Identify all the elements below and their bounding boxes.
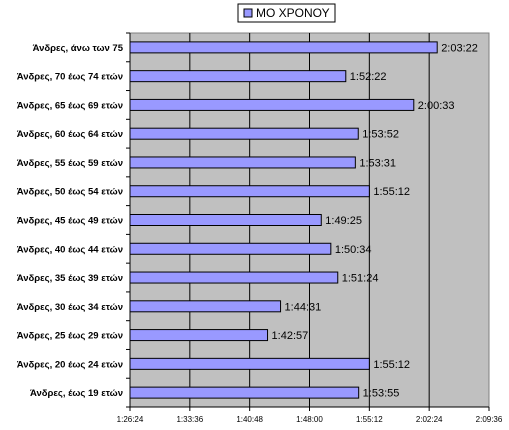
category-label: Άνδρες, έως 19 ετών <box>30 388 123 399</box>
bar <box>129 41 438 54</box>
legend-entry: ΜΟ ΧΡΟΝΟΥ <box>256 6 330 20</box>
bar <box>129 271 339 284</box>
x-axis: 1:26:24 1:33:36 1:40:48 1:48:00 1:55:12 2:02:… <box>117 32 503 424</box>
value-label: 1:55:12 <box>373 186 410 198</box>
bar <box>129 98 415 111</box>
bar <box>129 300 282 313</box>
category-label: Άνδρες, 30 έως 34 ετών <box>17 302 123 313</box>
value-label: 2:03:22 <box>441 42 478 54</box>
x-tick-label: 1:55:12 <box>356 415 383 424</box>
category-label: Άνδρες, 25 έως 29 ετών <box>17 331 123 342</box>
x-tick-label: 1:33:36 <box>176 415 203 424</box>
value-label: 1:50:34 <box>335 244 372 256</box>
category-label: Άνδρες, 60 έως 64 ετών <box>17 129 123 140</box>
category-label: Άνδρες, 45 έως 49 ετών <box>17 216 123 227</box>
bar <box>129 329 269 342</box>
x-tick-label: 2:09:36 <box>476 415 503 424</box>
category-label: Άνδρες, 55 έως 59 ετών <box>17 158 123 169</box>
bar <box>129 214 322 226</box>
category-labels: Άνδρες, άνω των 75 Άνδρες, 70 έως 74 ετών… <box>17 43 124 399</box>
value-label: 1:52:22 <box>350 71 387 83</box>
legend-swatch <box>243 8 253 18</box>
category-label: Άνδρες, 35 έως 39 ετών <box>17 273 123 284</box>
value-label: 1:53:55 <box>363 388 400 400</box>
bar <box>129 357 370 370</box>
bar <box>129 156 356 169</box>
bar <box>129 242 332 255</box>
category-label: Άνδρες, 50 έως 54 ετών <box>17 187 123 198</box>
x-tick-label: 1:26:24 <box>117 415 144 424</box>
x-tick-label: 1:48:00 <box>296 415 323 424</box>
value-label: 1:51:24 <box>342 273 379 285</box>
category-label: Άνδρες, 40 έως 44 ετών <box>17 244 123 255</box>
category-label: Άνδρες, 20 έως 24 ετών <box>17 359 123 370</box>
category-label: Άνδρες, 70 έως 74 ετών <box>17 72 123 83</box>
legend-box <box>237 3 336 23</box>
value-label: 1:49:25 <box>325 215 362 227</box>
bar <box>129 127 359 140</box>
value-label: 2:00:33 <box>418 100 455 112</box>
value-label: 1:42:57 <box>272 330 309 342</box>
value-label: 1:55:12 <box>373 359 410 371</box>
value-label: 1:44:31 <box>285 301 322 313</box>
x-tick-label: 2:02:24 <box>416 415 443 424</box>
bar <box>129 185 370 198</box>
value-label: 1:53:31 <box>359 157 396 169</box>
value-label: 1:53:52 <box>362 129 399 141</box>
value-labels: 2:03:22 1:52:22 2:00:33 1:53:52 1:53:31 1:55:… <box>272 42 478 399</box>
legend: ΜΟ ΧΡΟΝΟΥ <box>237 3 336 23</box>
bar <box>129 70 347 83</box>
x-tick-label: 1:40:48 <box>236 415 263 424</box>
category-label: Άνδρες, άνω των 75 <box>33 43 124 54</box>
category-label: Άνδρες, 65 έως 69 ετών <box>17 100 123 111</box>
bar <box>129 386 360 399</box>
